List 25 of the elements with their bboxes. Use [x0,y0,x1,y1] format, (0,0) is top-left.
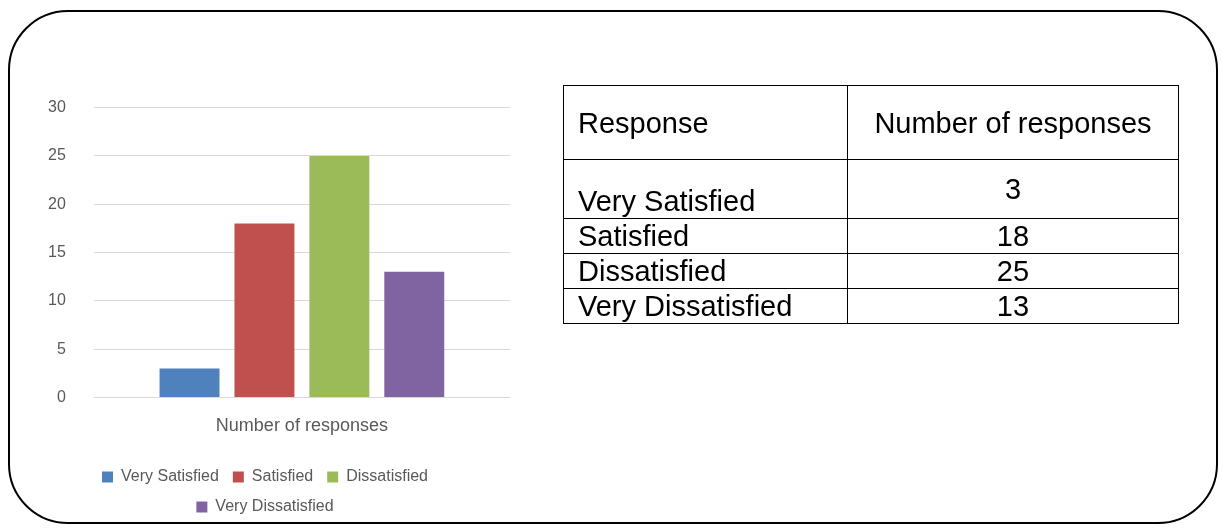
bar [159,368,220,397]
data-label: 3 [847,159,1179,219]
data-label: 13 [847,288,1179,324]
category-label: Very Satisfied [563,159,848,219]
y-tick-label: 5 [56,339,66,357]
y-tick-label: 30 [48,98,66,116]
category-label: Dissatisfied [563,253,848,289]
y-tick-label: 15 [48,242,66,260]
bar [234,223,295,397]
y-tick-label: 10 [48,291,66,309]
legend-label: Satisfied [251,467,314,485]
legend-label: Very Dissatisfied [215,497,334,515]
bar [309,155,370,397]
data-label: 18 [847,218,1179,254]
text: Response [563,85,848,160]
data-label: 25 [847,253,1179,289]
category-label: Very Dissatisfied [563,288,848,324]
legend-label: Very Satisfied [121,467,219,485]
legend-label: Dissatisfied [346,467,429,485]
y-tick-label: 0 [56,387,66,405]
y-tick-label: 25 [48,146,66,164]
text: Number of responses [847,85,1179,160]
category-label: Satisfied [563,218,848,254]
y-tick-label: 20 [48,194,66,212]
bar [384,271,445,397]
